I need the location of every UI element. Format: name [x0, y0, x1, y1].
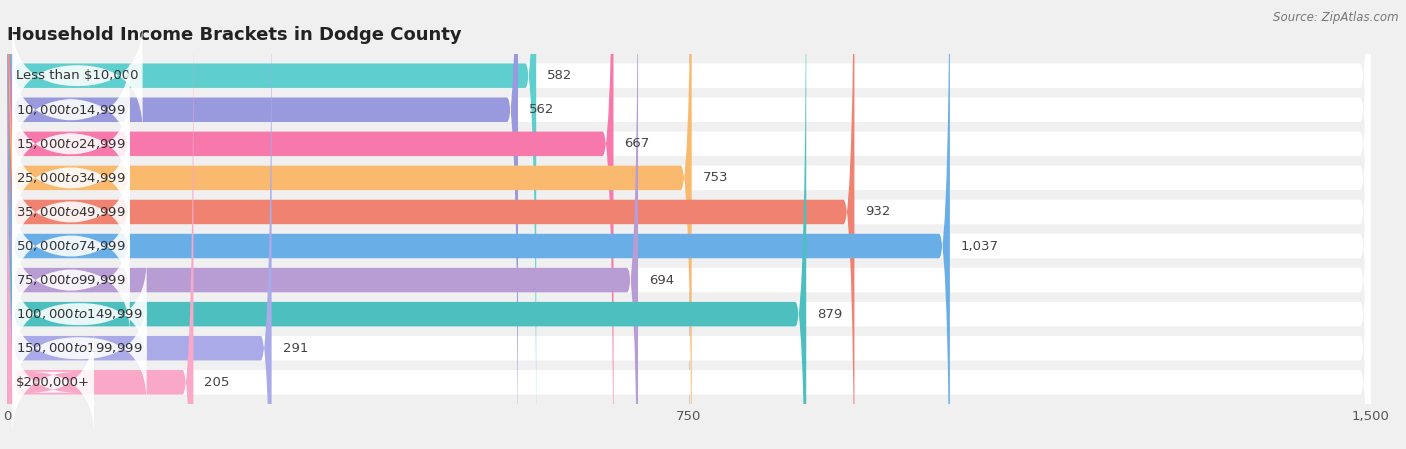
- FancyBboxPatch shape: [7, 0, 1371, 449]
- FancyBboxPatch shape: [7, 0, 1371, 449]
- Text: 932: 932: [865, 206, 891, 219]
- FancyBboxPatch shape: [7, 0, 855, 449]
- Text: $200,000+: $200,000+: [15, 376, 90, 389]
- FancyBboxPatch shape: [7, 0, 1371, 449]
- FancyBboxPatch shape: [7, 0, 806, 449]
- FancyBboxPatch shape: [7, 0, 271, 449]
- FancyBboxPatch shape: [7, 0, 692, 449]
- FancyBboxPatch shape: [7, 0, 1371, 449]
- Text: 205: 205: [204, 376, 229, 389]
- FancyBboxPatch shape: [7, 0, 950, 449]
- Text: Household Income Brackets in Dodge County: Household Income Brackets in Dodge Count…: [7, 26, 461, 44]
- Text: $50,000 to $74,999: $50,000 to $74,999: [15, 239, 125, 253]
- FancyBboxPatch shape: [7, 0, 536, 449]
- Text: $150,000 to $199,999: $150,000 to $199,999: [15, 341, 142, 355]
- Text: 291: 291: [283, 342, 308, 355]
- FancyBboxPatch shape: [7, 0, 1371, 449]
- Text: $10,000 to $14,999: $10,000 to $14,999: [15, 103, 125, 117]
- Text: 582: 582: [547, 69, 572, 82]
- FancyBboxPatch shape: [7, 0, 517, 449]
- Text: 694: 694: [650, 273, 673, 286]
- FancyBboxPatch shape: [7, 0, 1371, 449]
- Text: 753: 753: [703, 172, 728, 185]
- Text: $15,000 to $24,999: $15,000 to $24,999: [15, 137, 125, 151]
- Text: Source: ZipAtlas.com: Source: ZipAtlas.com: [1274, 11, 1399, 24]
- Text: 879: 879: [817, 308, 842, 321]
- FancyBboxPatch shape: [7, 0, 1371, 449]
- Text: 1,037: 1,037: [960, 239, 998, 252]
- FancyBboxPatch shape: [7, 0, 1371, 449]
- Text: 562: 562: [529, 103, 554, 116]
- Text: $25,000 to $34,999: $25,000 to $34,999: [15, 171, 125, 185]
- FancyBboxPatch shape: [7, 0, 638, 449]
- Text: $75,000 to $99,999: $75,000 to $99,999: [15, 273, 125, 287]
- Text: 667: 667: [624, 137, 650, 150]
- Text: Less than $10,000: Less than $10,000: [15, 69, 139, 82]
- FancyBboxPatch shape: [7, 0, 1371, 449]
- FancyBboxPatch shape: [7, 0, 1371, 449]
- Text: $35,000 to $49,999: $35,000 to $49,999: [15, 205, 125, 219]
- FancyBboxPatch shape: [7, 0, 194, 449]
- FancyBboxPatch shape: [7, 0, 613, 449]
- Text: $100,000 to $149,999: $100,000 to $149,999: [15, 307, 142, 321]
